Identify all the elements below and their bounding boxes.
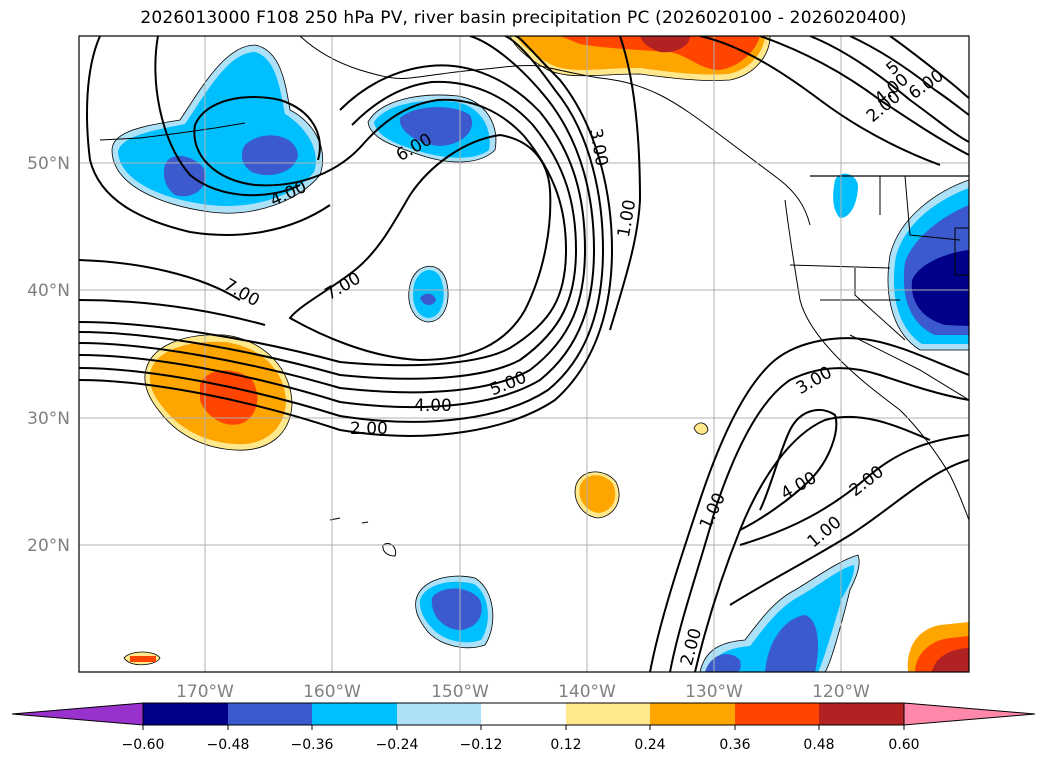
colorbar-bin: [143, 703, 228, 725]
map-frame: [78, 35, 970, 673]
precip-blob-west-us: [833, 173, 969, 351]
contour-label: 2.00: [350, 419, 388, 439]
precip-blob-south: [415, 575, 494, 649]
colorbar-extend-left: [11, 702, 144, 726]
colorbar-extend-right: [903, 702, 1036, 726]
colorbar-bin: [312, 703, 397, 725]
colorbar-tick-label: 0.60: [888, 737, 919, 753]
colorbar-tick-label: 0.24: [634, 737, 665, 753]
lat-label: 50°N: [27, 154, 70, 174]
colorbar: −0.60 −0.48 −0.36 −0.24 −0.12 0.12 0.24 …: [11, 702, 1036, 753]
colorbar-ticks: [142, 725, 905, 730]
lon-axis: 170°W 160°W 150°W 140°W 130°W 120°W: [176, 682, 870, 702]
precip-blob-se: [699, 554, 860, 672]
colorbar-tick-label: −0.12: [460, 737, 503, 753]
precip-blob-mid: [408, 265, 449, 323]
precip-blob-gulf: [367, 94, 497, 163]
colorbar-bin: [735, 703, 819, 725]
colorbar-tick-label: 0.12: [550, 737, 581, 753]
colorbar-bin: [819, 703, 904, 725]
lon-label: 130°W: [685, 682, 743, 702]
colorbar-tick-label: 0.48: [803, 737, 834, 753]
lon-label: 170°W: [176, 682, 234, 702]
lat-label: 30°N: [27, 409, 70, 429]
lon-label: 140°W: [558, 682, 616, 702]
precip-blob-hawaii-warm: [574, 471, 620, 519]
lon-label: 160°W: [303, 682, 361, 702]
precip-blob-nw: [111, 44, 324, 214]
colorbar-tick-label: −0.48: [207, 737, 250, 753]
colorbar-tick-label: −0.36: [291, 737, 334, 753]
pv-contours: [79, 36, 969, 672]
map-area: [79, 36, 969, 672]
contour-label: 4.00: [414, 396, 452, 416]
precip-blob-se-warm: [907, 622, 969, 672]
precip-blob-north-warm: [509, 36, 771, 81]
lat-label: 20°N: [27, 536, 70, 556]
lon-label: 120°W: [812, 682, 870, 702]
colorbar-tick-label: 0.36: [719, 737, 750, 753]
colorbar-tick-label: −0.24: [376, 737, 419, 753]
precip-shading: [111, 36, 969, 672]
colorbar-bin: [397, 703, 481, 725]
plot-title: 2026013000 F108 250 hPa PV, river basin …: [140, 8, 907, 28]
lon-label: 150°W: [431, 682, 489, 702]
colorbar-bin: [566, 703, 650, 725]
colorbar-tick-label: −0.60: [122, 737, 165, 753]
colorbar-bin: [481, 703, 566, 725]
colorbar-frame: [142, 702, 905, 726]
colorbar-bin: [650, 703, 735, 725]
lat-label: 40°N: [27, 281, 70, 301]
graticule: [79, 36, 969, 672]
lat-axis: 50°N 40°N 30°N 20°N: [27, 154, 70, 556]
colorbar-bin: [228, 703, 312, 725]
